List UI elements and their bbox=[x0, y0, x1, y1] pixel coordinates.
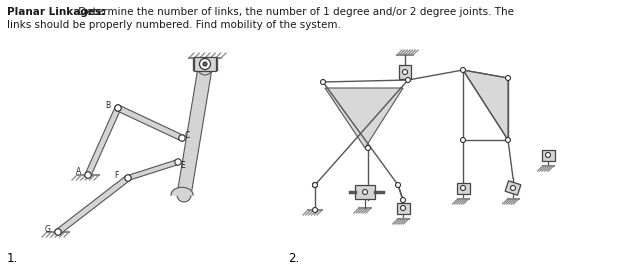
Circle shape bbox=[362, 189, 367, 194]
Circle shape bbox=[203, 62, 207, 66]
Text: B: B bbox=[105, 101, 111, 110]
Polygon shape bbox=[56, 176, 130, 234]
Circle shape bbox=[401, 197, 406, 202]
Polygon shape bbox=[171, 187, 193, 195]
Polygon shape bbox=[463, 70, 508, 140]
Text: E: E bbox=[181, 160, 185, 169]
Circle shape bbox=[403, 69, 408, 74]
Circle shape bbox=[199, 59, 210, 69]
Bar bbox=[397, 202, 410, 214]
Bar bbox=[456, 182, 470, 193]
Circle shape bbox=[396, 182, 401, 188]
Circle shape bbox=[55, 229, 61, 235]
Circle shape bbox=[461, 185, 465, 190]
Circle shape bbox=[366, 146, 371, 151]
Circle shape bbox=[312, 207, 318, 213]
Circle shape bbox=[546, 152, 551, 157]
Polygon shape bbox=[325, 88, 403, 148]
Circle shape bbox=[55, 229, 61, 235]
Polygon shape bbox=[127, 160, 179, 180]
Circle shape bbox=[85, 172, 91, 178]
Circle shape bbox=[312, 182, 318, 188]
Circle shape bbox=[176, 160, 180, 164]
Bar bbox=[355, 185, 375, 199]
Bar bbox=[505, 181, 521, 195]
Polygon shape bbox=[85, 107, 121, 176]
Circle shape bbox=[406, 77, 410, 82]
Bar bbox=[194, 57, 216, 71]
Circle shape bbox=[115, 105, 121, 111]
Text: 1.: 1. bbox=[7, 251, 19, 264]
Circle shape bbox=[125, 175, 131, 181]
Bar bbox=[541, 149, 555, 160]
Circle shape bbox=[179, 135, 185, 141]
Text: links should be properly numbered. Find mobility of the system.: links should be properly numbered. Find … bbox=[7, 20, 341, 30]
Circle shape bbox=[125, 175, 131, 181]
Circle shape bbox=[312, 182, 318, 188]
Text: 2.: 2. bbox=[288, 251, 299, 264]
Circle shape bbox=[115, 105, 121, 111]
Bar bbox=[399, 65, 411, 79]
Text: F: F bbox=[114, 172, 118, 181]
Text: Planar Linkages:: Planar Linkages: bbox=[7, 7, 105, 17]
Circle shape bbox=[179, 135, 185, 141]
Circle shape bbox=[85, 172, 91, 178]
Circle shape bbox=[177, 188, 191, 202]
Circle shape bbox=[125, 176, 130, 181]
Circle shape bbox=[461, 68, 465, 73]
Circle shape bbox=[175, 159, 181, 165]
Circle shape bbox=[511, 185, 516, 190]
Circle shape bbox=[401, 206, 406, 210]
Circle shape bbox=[505, 76, 511, 81]
Text: A: A bbox=[77, 168, 82, 177]
Polygon shape bbox=[117, 105, 183, 141]
Circle shape bbox=[505, 138, 511, 143]
Circle shape bbox=[461, 138, 465, 143]
Text: C: C bbox=[185, 131, 190, 140]
Circle shape bbox=[198, 61, 212, 75]
Circle shape bbox=[321, 80, 325, 85]
Text: Determine the number of links, the number of 1 degree and/or 2 degree joints. Th: Determine the number of links, the numbe… bbox=[75, 7, 514, 17]
Text: G: G bbox=[45, 225, 51, 234]
Polygon shape bbox=[177, 67, 212, 196]
Circle shape bbox=[115, 105, 121, 111]
